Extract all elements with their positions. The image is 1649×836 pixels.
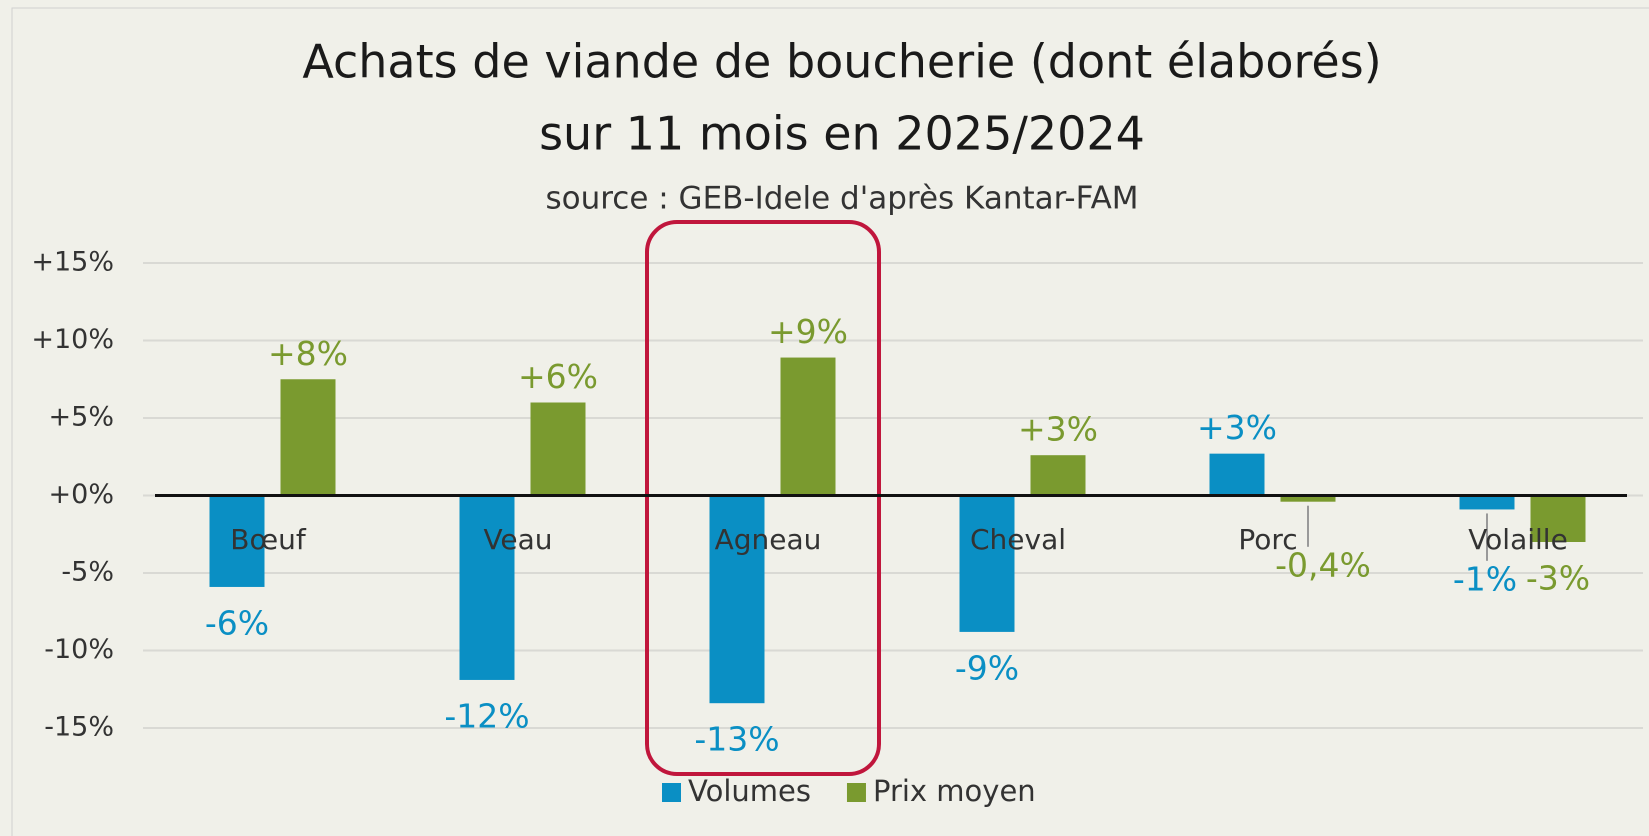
bar <box>459 495 515 680</box>
x-tick-label: Volaille <box>1468 523 1568 556</box>
data-label: +3% <box>1197 408 1277 447</box>
bar <box>209 495 265 587</box>
y-tick-label: -5% <box>61 557 114 588</box>
bar <box>1280 495 1336 502</box>
data-label: -3% <box>1526 559 1590 598</box>
data-label: -13% <box>694 720 779 759</box>
data-label: -9% <box>955 648 1019 687</box>
x-tick-label: Agneau <box>715 523 822 556</box>
data-label: -0,4% <box>1275 545 1371 584</box>
bar <box>530 402 586 496</box>
chart-title: Achats de viande de boucherie (dont élab… <box>302 35 1381 89</box>
x-tick-label: Porc <box>1238 523 1297 556</box>
chart-title: sur 11 mois en 2025/2024 <box>539 107 1145 161</box>
y-tick-label: +10% <box>31 324 114 355</box>
y-tick-label: -15% <box>44 712 114 743</box>
x-tick-label: Cheval <box>970 523 1066 556</box>
legend-label: Prix moyen <box>873 774 1036 808</box>
bar <box>1459 495 1515 510</box>
bar <box>780 357 836 496</box>
data-label: -1% <box>1453 559 1517 598</box>
data-label: +9% <box>768 312 848 351</box>
x-tick-label: Bœuf <box>230 523 307 556</box>
bar <box>1030 455 1086 496</box>
chart-subtitle: source : GEB-Idele d'après Kantar-FAM <box>545 181 1138 217</box>
data-label: -6% <box>205 603 269 642</box>
data-label: +3% <box>1018 410 1098 449</box>
highlight-box <box>645 220 881 776</box>
data-label: -12% <box>444 696 529 735</box>
legend-label: Volumes <box>688 774 811 808</box>
data-label: +6% <box>518 357 598 396</box>
legend-swatch <box>662 783 681 802</box>
bar <box>1530 495 1586 542</box>
legend-swatch <box>846 783 866 802</box>
y-tick-label: +0% <box>49 479 114 510</box>
y-tick-label: +5% <box>49 402 114 433</box>
bar <box>1209 453 1265 496</box>
bar <box>280 379 336 496</box>
y-tick-label: -10% <box>44 634 114 665</box>
data-label: +8% <box>268 334 348 373</box>
frame <box>11 7 1649 836</box>
y-tick-label: +15% <box>31 247 114 278</box>
bar <box>959 495 1015 632</box>
x-tick-label: Veau <box>483 523 552 556</box>
bar <box>709 495 765 704</box>
